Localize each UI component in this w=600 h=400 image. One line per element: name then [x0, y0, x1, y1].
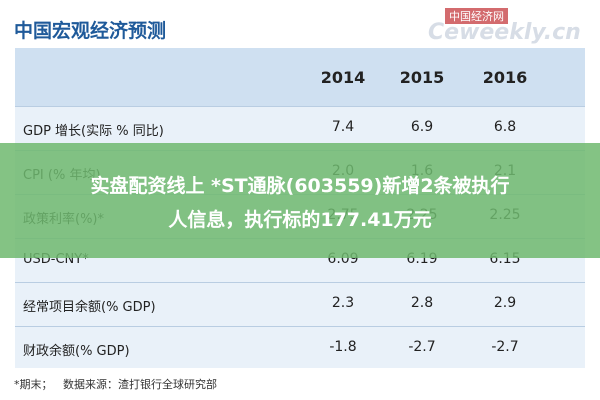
table-row: GDP 增长(实际 % 同比) 7.4 6.9 6.8 — [15, 106, 585, 151]
table-row: 经常项目余额(% GDP) 2.3 2.8 2.9 — [15, 282, 585, 327]
cell: 2.9 — [493, 295, 517, 311]
cell: -1.8 — [329, 339, 357, 355]
cell: -2.7 — [491, 339, 519, 355]
row-label: 经常项目余额(% GDP) — [23, 300, 156, 315]
cell: 6.8 — [493, 119, 517, 135]
banner-line: 实盘配资线上 *ST通脉(603559)新增2条被执行 — [90, 175, 510, 197]
title: 中国宏观经济预测 — [14, 20, 167, 42]
column-header: 2014 — [320, 68, 366, 87]
footnote: *期末； — [14, 378, 53, 391]
cell: 2.8 — [410, 295, 434, 311]
table-row: 财政余额(% GDP) -1.8 -2.7 -2.7 — [15, 326, 585, 371]
footer: *期末； 数据来源：渣打银行全球研究部 — [14, 376, 217, 392]
row-label: GDP 增长(实际 % 同比) — [23, 124, 164, 139]
watermark-url: Ceweekly.cn — [428, 20, 581, 45]
row-label: 财政余额(% GDP) — [23, 344, 130, 359]
cell: 6.9 — [410, 119, 434, 135]
cell: 7.4 — [331, 119, 355, 135]
column-header: 2016 — [482, 68, 528, 87]
table-header: 2014 2015 2016 — [15, 48, 585, 106]
cell: -2.7 — [408, 339, 436, 355]
cell: 2.3 — [331, 295, 355, 311]
watermark: 中国经济网 — [445, 8, 508, 24]
banner: 实盘配资线上 *ST通脉(603559)新增2条被执行 人信息，执行标的177.… — [0, 143, 600, 258]
column-header: 2015 — [399, 68, 445, 87]
source: 数据来源：渣打银行全球研究部 — [63, 378, 217, 391]
banner-line: 人信息，执行标的177.41万元 — [168, 209, 432, 231]
